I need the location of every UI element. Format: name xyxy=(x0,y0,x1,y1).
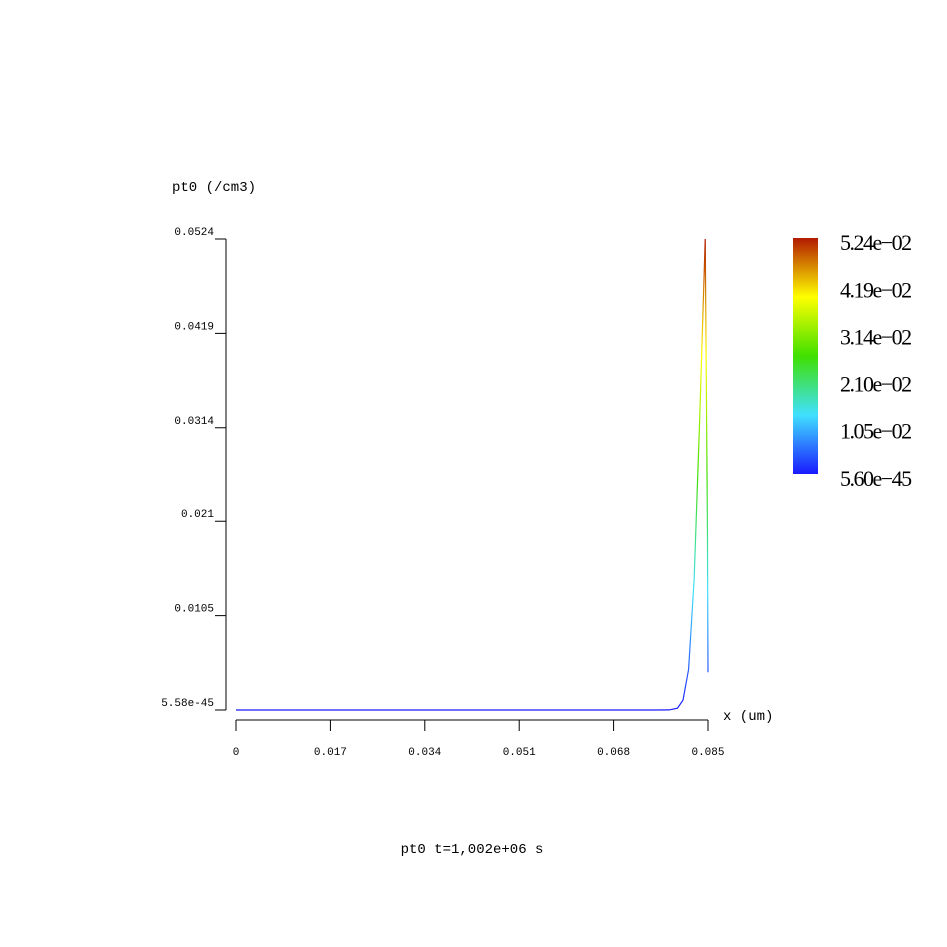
x-tick-label: 0.085 xyxy=(691,747,724,759)
colorbar xyxy=(793,238,818,474)
x-axis-label: x (um) xyxy=(723,709,773,725)
y-tick-label: 0.021 xyxy=(181,509,214,521)
colorbar-label: 4.19e−02 xyxy=(840,277,911,302)
data-line xyxy=(236,238,709,711)
colorbar-label: 1.05e−02 xyxy=(840,419,911,444)
x-tick-label: 0.034 xyxy=(408,747,441,759)
x-tick-label: 0.051 xyxy=(503,747,536,759)
colorbar-label: 2.10e−02 xyxy=(840,371,911,396)
colorbar-label: 5.60e−45 xyxy=(840,466,912,491)
colorbar-label: 3.14e−02 xyxy=(840,325,911,350)
y-tick-label: 5.58e-45 xyxy=(161,698,214,710)
y-tick-label: 0.0314 xyxy=(174,416,214,428)
y-tick-label: 0.0524 xyxy=(174,227,214,239)
colorbar-label: 5.24e−02 xyxy=(840,230,911,255)
y-axis-label: pt0 (/cm3) xyxy=(172,180,256,196)
y-tick-label: 0.0419 xyxy=(174,321,214,333)
x-tick-label: 0.017 xyxy=(314,747,347,759)
y-tick-label: 0.0105 xyxy=(174,604,214,616)
x-tick-label: 0.068 xyxy=(597,747,630,759)
x-tick-label: 0 xyxy=(233,747,240,759)
chart-title: pt0 t=1,002e+06 s xyxy=(401,842,544,858)
